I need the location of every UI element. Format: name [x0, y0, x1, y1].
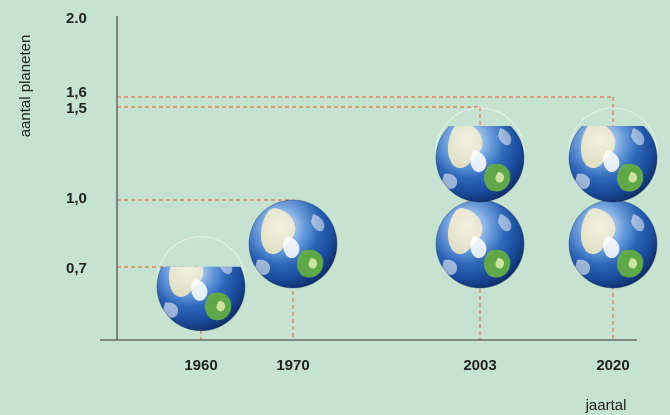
- x-axis-label: jaartal: [585, 397, 627, 414]
- earth-icon: [435, 126, 525, 203]
- earth-icon: [248, 199, 338, 289]
- y-axis-label: aantal planeten: [17, 35, 34, 138]
- earth-icon: [435, 199, 525, 289]
- axes: [100, 16, 637, 341]
- earth-icon: [568, 199, 658, 289]
- x-tick-label: 2003: [463, 357, 496, 374]
- y-tick-label: 0,7: [66, 260, 87, 277]
- y-tick-label: 2.0: [66, 10, 87, 27]
- earth-icons: [156, 107, 658, 332]
- earth-icon: [156, 266, 246, 332]
- y-tick-label: 1,5: [66, 100, 87, 117]
- x-tick-label: 1970: [276, 357, 309, 374]
- earth-icon: [568, 126, 658, 203]
- x-tick-labels: 1960 1970 2003 2020: [184, 357, 629, 374]
- y-tick-label: 1,0: [66, 190, 87, 207]
- y-tick-label: 1,6: [66, 84, 87, 101]
- x-tick-label: 1960: [184, 357, 217, 374]
- x-tick-label: 2020: [596, 357, 629, 374]
- y-tick-labels: 2.0 1,6 1,5 1,0 0,7: [66, 10, 87, 277]
